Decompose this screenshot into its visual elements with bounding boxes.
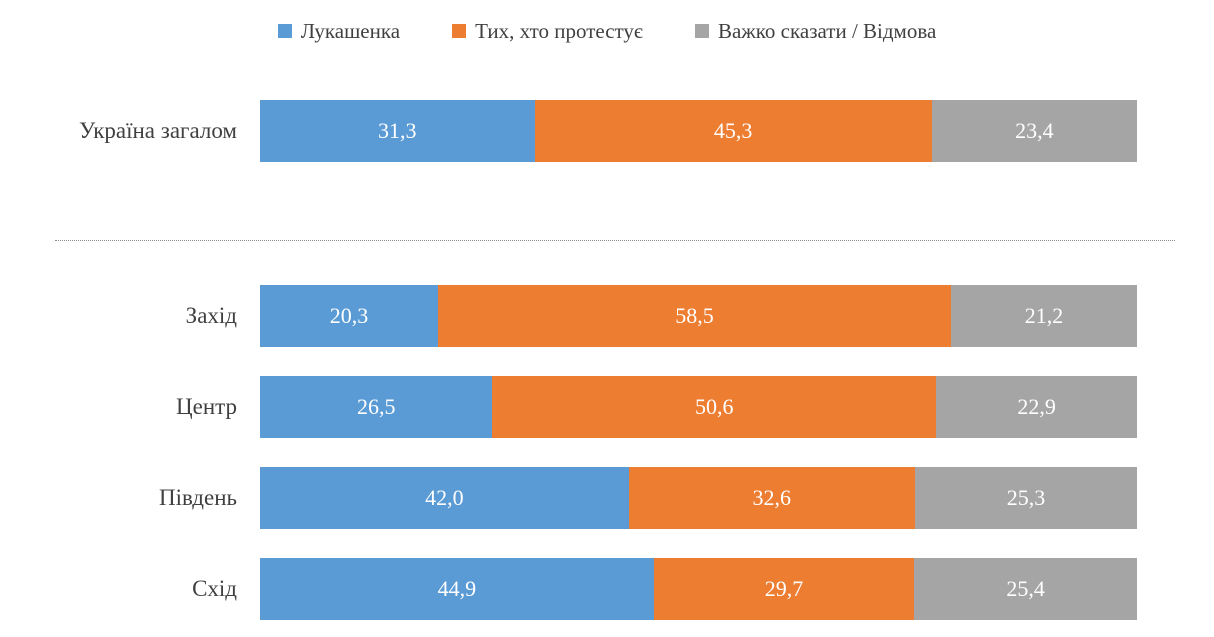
stacked-bar: 42,0 32,6 25,3 [260,467,1137,529]
regional-rows: Захід 20,3 58,5 21,2 Центр 26,5 [0,285,1214,620]
chart-row-south: Південь 42,0 32,6 25,3 [0,467,1214,529]
bar-segment-hard-to-say: 21,2 [951,285,1137,347]
dotted-separator [55,240,1175,241]
bar-segment-lukashenka: 44,9 [260,558,654,620]
stacked-bar: 44,9 29,7 25,4 [260,558,1137,620]
value-label: 29,7 [764,576,804,601]
value-label: 45,3 [713,118,753,143]
value-label: 44,9 [437,576,477,601]
category-label: Південь [159,485,237,510]
value-label: 50,6 [695,394,734,419]
legend-item-hard-to-say: Важко сказати / Відмова [694,18,937,44]
legend-swatch-blue-icon [277,24,292,38]
stacked-bar: 31,3 45,3 23,4 [260,100,1137,162]
legend-swatch-gray-icon [694,24,709,38]
chart-row-center: Центр 26,5 50,6 22,9 [0,376,1214,438]
bar-segment-lukashenka: 26,5 [260,376,493,438]
value-label: 20,3 [329,303,369,328]
chart-legend: Лукашенка Тих, хто протестує Важко сказа… [0,16,1214,46]
chart-row-ukraine-total: Україна загалом 31,3 45,3 23,4 [0,100,1214,162]
legend-item-lukashenka: Лукашенка [277,18,401,44]
stacked-bar: 26,5 50,6 22,9 [260,376,1137,438]
bar-segment-protesters: 45,3 [534,100,932,162]
bar-segment-protesters: 58,5 [438,285,952,347]
bar-segment-hard-to-say: 25,3 [914,467,1137,529]
value-label: 31,3 [378,118,417,143]
chart-row-west: Захід 20,3 58,5 21,2 [0,285,1214,347]
value-label: 25,3 [1006,485,1046,510]
bar-segment-lukashenka: 20,3 [260,285,439,347]
bar-segment-hard-to-say: 23,4 [931,100,1137,162]
category-label: Схід [192,576,237,601]
value-label: 21,2 [1024,303,1064,328]
chart-row-east: Схід 44,9 29,7 25,4 [0,558,1214,620]
legend-label: Лукашенка [300,18,401,43]
category-label: Україна загалом [78,118,237,143]
category-label: Захід [185,303,237,328]
bar-segment-lukashenka: 42,0 [260,467,629,529]
bar-segment-hard-to-say: 22,9 [936,376,1137,438]
legend-item-protesters: Тих, хто протестує [452,19,643,44]
bar-segment-protesters: 32,6 [628,467,915,529]
legend-label: Тих, хто протестує [475,18,643,43]
value-label: 32,6 [752,485,792,510]
stacked-bar: 20,3 58,5 21,2 [260,285,1137,347]
value-label: 42,0 [425,485,464,510]
bar-segment-hard-to-say: 25,4 [914,558,1137,620]
value-label: 26,5 [356,394,396,419]
legend-swatch-orange-icon [452,24,467,38]
legend-label: Важко сказати / Відмова [717,18,937,43]
value-label: 58,5 [675,303,714,328]
bar-segment-lukashenka: 31,3 [260,100,535,162]
value-label: 25,4 [1006,576,1045,601]
category-label: Центр [176,394,237,419]
value-label: 23,4 [1015,118,1054,143]
value-label: 22,9 [1017,394,1056,419]
bar-segment-protesters: 50,6 [492,376,937,438]
bar-segment-protesters: 29,7 [653,558,915,620]
